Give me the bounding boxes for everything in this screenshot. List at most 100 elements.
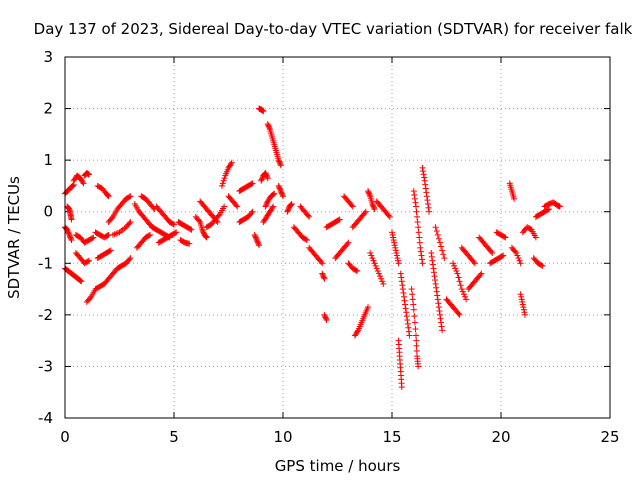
data-point <box>415 229 422 236</box>
data-point <box>516 257 523 264</box>
data-point <box>423 189 430 196</box>
data-point <box>323 315 330 322</box>
data-point <box>395 260 402 267</box>
data-point <box>457 282 464 289</box>
data-point <box>385 212 392 219</box>
data-point <box>105 192 112 199</box>
data-point <box>386 213 393 220</box>
data-point <box>379 278 386 285</box>
data-point <box>254 239 261 246</box>
data-point <box>512 248 519 255</box>
data-point <box>518 296 525 303</box>
data-point <box>538 262 545 269</box>
data-point <box>252 233 259 240</box>
data-point <box>436 307 443 314</box>
data-point <box>428 249 435 256</box>
data-point <box>434 296 441 303</box>
data-point <box>263 171 270 178</box>
data-point <box>262 203 269 210</box>
data-point <box>369 255 376 262</box>
data-point <box>66 231 73 238</box>
data-point <box>470 258 477 265</box>
data-point <box>408 286 415 293</box>
data-point <box>67 235 74 242</box>
data-point <box>401 297 408 304</box>
data-point <box>417 244 424 251</box>
x-tick-label: 20 <box>491 428 510 446</box>
data-point <box>249 180 256 187</box>
data-point <box>539 262 546 269</box>
x-axis-label: GPS time / hours <box>275 457 401 475</box>
x-tick-label: 10 <box>273 428 292 446</box>
data-point <box>471 260 478 267</box>
data-point <box>434 231 441 238</box>
data-point <box>321 275 328 282</box>
x-tick-label: 5 <box>169 428 179 446</box>
data-point <box>421 177 428 184</box>
data-point <box>105 193 112 200</box>
data-point <box>435 304 442 311</box>
data-point <box>372 262 379 269</box>
data-point <box>84 258 91 265</box>
data-point <box>520 306 527 313</box>
data-point <box>260 108 267 115</box>
data-point <box>277 161 284 168</box>
data-point <box>420 168 427 175</box>
data-point <box>455 310 462 317</box>
data-point <box>254 238 261 245</box>
data-point <box>500 252 507 259</box>
data-point <box>366 190 373 197</box>
data-point <box>418 256 425 263</box>
data-point <box>262 170 269 177</box>
data-point <box>285 206 292 213</box>
data-point <box>429 257 436 264</box>
data-point <box>68 216 75 223</box>
data-point <box>269 204 276 211</box>
data-point <box>67 234 74 241</box>
data-point <box>251 231 258 238</box>
data-point <box>80 180 87 187</box>
data-point <box>271 190 278 197</box>
data-point <box>147 231 154 238</box>
data-point <box>402 301 409 308</box>
data-point <box>430 269 437 276</box>
data-point <box>249 208 256 215</box>
data-point <box>365 188 372 195</box>
data-point <box>519 298 526 305</box>
data-point <box>519 301 526 308</box>
data-point <box>104 232 111 239</box>
data-point <box>106 248 113 255</box>
data-point <box>418 252 425 259</box>
data-point <box>400 293 407 300</box>
data-point <box>521 309 528 316</box>
data-point <box>440 251 447 258</box>
data-point <box>428 253 435 260</box>
data-point <box>127 219 134 226</box>
data-point <box>258 177 265 184</box>
data-point <box>169 220 176 227</box>
data-point <box>203 233 210 240</box>
data-point <box>409 296 416 303</box>
data-point <box>221 203 228 210</box>
data-point <box>258 176 265 183</box>
data-point <box>501 233 508 240</box>
grid-lines <box>65 57 610 418</box>
data-point <box>303 237 310 244</box>
data-point <box>79 179 86 186</box>
data-point <box>406 332 413 339</box>
data-point <box>365 189 372 196</box>
data-point <box>353 267 360 274</box>
data-point <box>394 257 401 264</box>
data-point <box>556 203 563 210</box>
x-tick-label: 15 <box>382 428 401 446</box>
data-point <box>277 186 284 193</box>
data-point <box>288 201 295 208</box>
x-tick-labels: 0 5 10 15 20 25 <box>60 428 619 446</box>
data-point <box>108 215 115 222</box>
data-point <box>265 123 272 130</box>
data-point <box>287 202 294 209</box>
data-point <box>399 282 406 289</box>
data-point <box>370 203 377 210</box>
data-point <box>218 182 225 189</box>
data-point <box>186 240 193 247</box>
